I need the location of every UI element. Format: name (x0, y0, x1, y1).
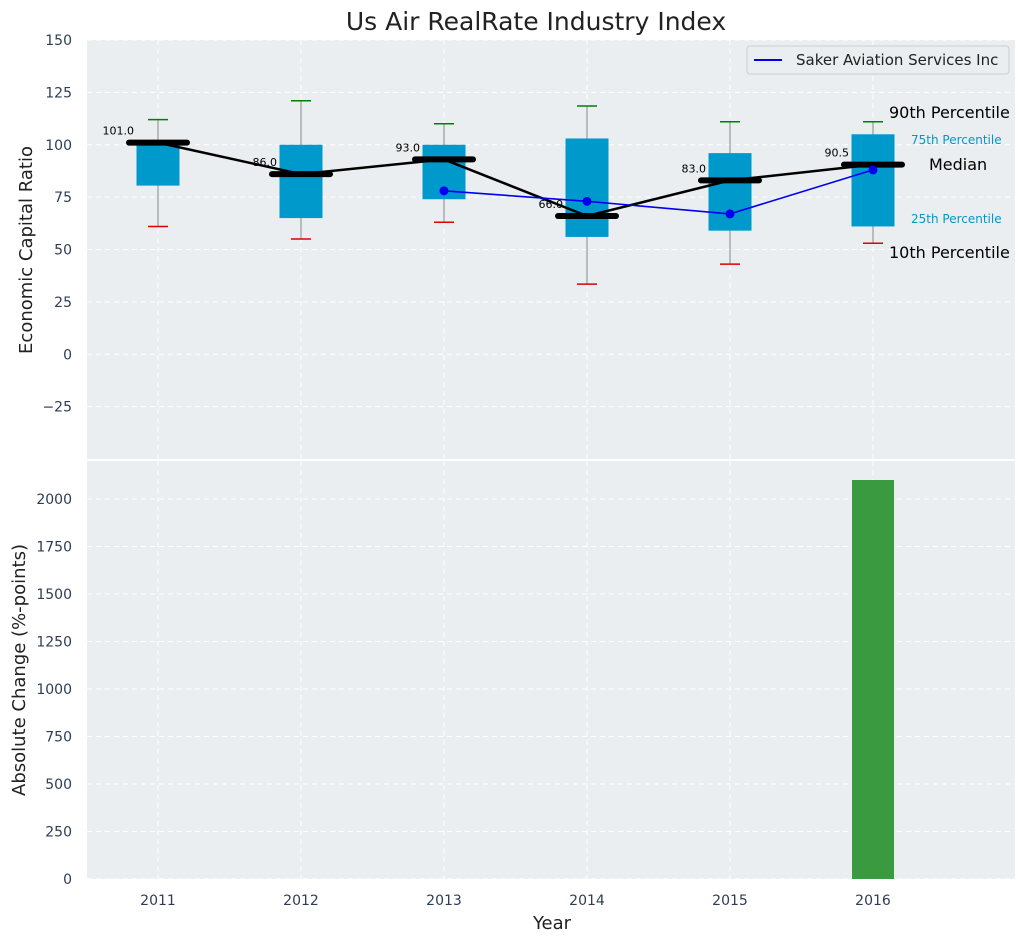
legend-box (746, 45, 1010, 75)
annotation-25th-percentile: 25th Percentile (911, 212, 1002, 226)
series-point-saker (439, 186, 449, 196)
bottom-y-tick-label: 250 (45, 825, 72, 841)
legend: Saker Aviation Services Inc (746, 45, 1010, 75)
iqr-box (136, 142, 180, 186)
bottom-y-tick-label: 2000 (36, 492, 72, 508)
x-tick-label: 2012 (283, 893, 319, 909)
x-tick-label: 2014 (569, 893, 605, 909)
iqr-box (708, 153, 752, 231)
bottom-y-tick-label: 750 (45, 730, 72, 746)
top-y-tick-label: 50 (54, 243, 72, 259)
annotation-75th-percentile: 75th Percentile (911, 133, 1002, 147)
change-bar (852, 480, 894, 879)
top-panel: −25 0 25 50 75 100 125 150 101.0 86.0 93.0 66.0 83.0… (42, 33, 1015, 459)
median-value-label: 93.0 (396, 141, 421, 154)
iqr-box (565, 138, 609, 237)
chart-title: Us Air RealRate Industry Index (346, 7, 726, 36)
percentile-annotations: 90th Percentile 75th Percentile Median 2… (889, 103, 1010, 262)
top-y-tick-label: 75 (54, 190, 72, 206)
annotation-10th-percentile: 10th Percentile (889, 243, 1010, 262)
median-value-label: 83.0 (682, 162, 707, 175)
top-y-tick-label: −25 (42, 400, 72, 416)
median-value-label: 101.0 (103, 125, 135, 138)
median-value-label: 86.0 (253, 156, 278, 169)
bottom-y-tick-label: 1750 (36, 540, 72, 556)
x-tick-label: 2015 (712, 893, 748, 909)
annotation-median: Median (929, 155, 987, 174)
median-value-label: 90.5 (825, 147, 850, 160)
x-tick-label: 2013 (426, 893, 462, 909)
series-point-saker (725, 209, 735, 219)
bottom-y-tick-label: 500 (45, 777, 72, 793)
x-axis-label: Year (532, 913, 572, 934)
series-point-saker (582, 196, 592, 206)
top-y-tick-label: 0 (63, 347, 72, 363)
bottom-y-tick-label: 0 (63, 872, 72, 888)
annotation-90th-percentile: 90th Percentile (889, 103, 1010, 122)
bottom-y-axis-label: Absolute Change (%-points) (9, 544, 30, 796)
top-y-tick-label: 125 (45, 85, 72, 101)
legend-label-saker: Saker Aviation Services Inc (796, 51, 998, 69)
top-y-tick-label: 150 (45, 33, 72, 49)
iqr-box (851, 134, 895, 227)
top-y-tick-label: 25 (54, 295, 72, 311)
series-point-saker (868, 165, 878, 175)
iqr-box (279, 144, 323, 219)
top-y-tick-label: 100 (45, 138, 72, 154)
bottom-y-tick-label: 1500 (36, 587, 72, 603)
x-tick-label: 2011 (140, 893, 176, 909)
bottom-y-tick-label: 1250 (36, 635, 72, 651)
bottom-panel: 0 250 500 750 1000 1250 1500 1750 2000 2011 2012 20… (36, 461, 1015, 909)
bottom-y-tick-label: 1000 (36, 682, 72, 698)
x-tick-label: 2016 (855, 893, 891, 909)
top-y-axis-label: Economic Capital Ratio (16, 146, 37, 354)
series-line-saker (443, 169, 874, 215)
median-value-label: 66.0 (539, 198, 564, 211)
